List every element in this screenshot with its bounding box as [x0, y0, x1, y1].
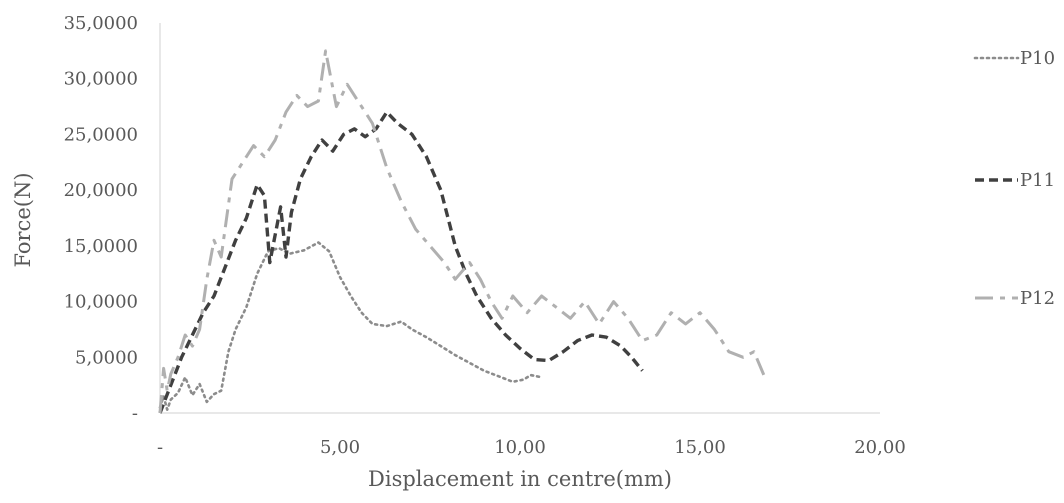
legend: P10 P11 P12 [973, 48, 1055, 309]
x-tick-label: - [157, 437, 163, 458]
tick-labels: - 5,0000 10,0000 15,0000 20,0000 25,0000 30,00… [64, 13, 906, 458]
x-tick-label: 5,00 [320, 437, 360, 458]
y-tick-label: 5,0000 [75, 347, 138, 368]
y-tick-label: - [132, 403, 138, 424]
x-axis-title: Displacement in centre(mm) [368, 467, 672, 491]
axes [159, 23, 880, 414]
y-tick-label: 10,0000 [64, 292, 138, 313]
legend-label-p11: P11 [1020, 170, 1055, 191]
legend-label-p10: P10 [1020, 48, 1055, 69]
y-tick-label: 20,0000 [64, 180, 138, 201]
x-tick-label: 20,00 [854, 437, 906, 458]
y-tick-label: 15,0000 [64, 236, 138, 257]
y-tick-label: 25,0000 [64, 124, 138, 145]
y-axis-title: Force(N) [11, 172, 35, 267]
series-line-p11 [158, 110, 644, 414]
x-tick-label: 15,00 [674, 437, 726, 458]
y-tick-label: 35,0000 [64, 13, 138, 34]
series-line-p10 [158, 241, 543, 411]
legend-label-p12: P12 [1020, 288, 1055, 309]
series-layer [158, 49, 767, 414]
series-line-p12 [158, 49, 767, 414]
y-tick-label: 30,0000 [64, 69, 138, 90]
x-tick-label: 10,00 [494, 437, 546, 458]
